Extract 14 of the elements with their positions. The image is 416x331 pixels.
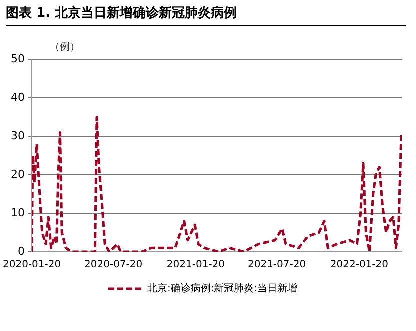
x-tick-label: 2020-01-20 — [2, 260, 62, 271]
y-tick-label: 50 — [11, 52, 26, 66]
legend-label: 北京:确诊病例:新冠肺炎:当日新增 — [147, 282, 298, 295]
x-tick-label: 2020-07-20 — [84, 260, 143, 271]
x-tick-label: 2022-01-20 — [330, 260, 389, 271]
y-axis-title: （例） — [50, 41, 80, 54]
y-tick-label: 10 — [11, 206, 26, 220]
y-tick-label: 30 — [11, 129, 26, 142]
x-tick-label: 2021-07-20 — [248, 260, 306, 271]
y-tick-label: 20 — [11, 168, 26, 181]
x-tick-label: 2021-01-20 — [166, 260, 226, 271]
chart-title: 图表 1. 北京当日新增确诊新冠肺炎病例 — [6, 4, 406, 26]
y-tick-label: 40 — [11, 90, 26, 104]
y-tick-label: 0 — [18, 244, 26, 258]
